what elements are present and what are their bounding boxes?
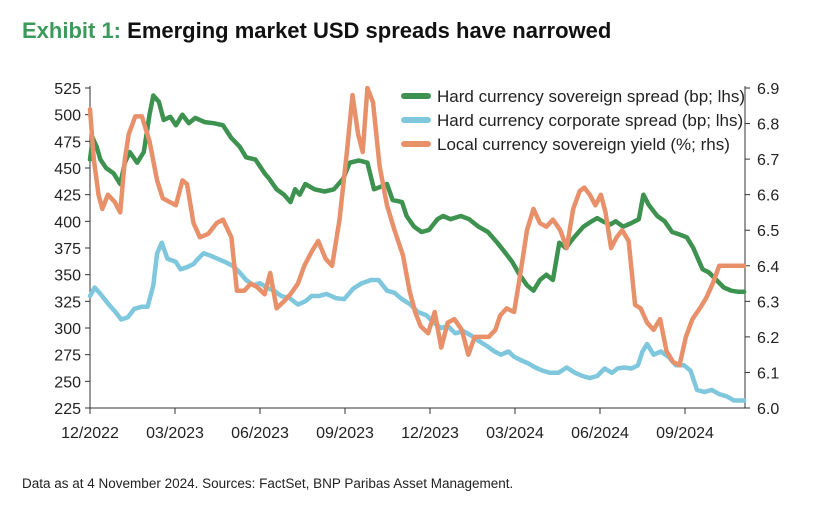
y-left-tick-label: 450 xyxy=(54,161,81,178)
y-left-tick-label: 425 xyxy=(54,188,81,205)
title-text: Emerging market USD spreads have narrowe… xyxy=(127,18,612,43)
y-right-tick-label: 6.2 xyxy=(757,330,779,347)
x-tick-label: 12/2023 xyxy=(401,425,459,442)
legend-label-2: Hard currency corporate spread (bp; lhs) xyxy=(437,111,743,130)
y-left-tick-label: 350 xyxy=(54,268,81,285)
x-tick-label: 03/2023 xyxy=(146,425,204,442)
y-left-tick-label: 475 xyxy=(54,134,81,151)
chart-title: Exhibit 1: Emerging market USD spreads h… xyxy=(22,18,611,44)
series-line-3 xyxy=(87,85,747,368)
y-left-tick-label: 375 xyxy=(54,241,81,258)
y-right-tick-label: 6.8 xyxy=(757,117,779,134)
series-line-1 xyxy=(87,93,747,294)
legend-label-3: Local currency sovereign yield (%; rhs) xyxy=(437,135,730,154)
y-right-tick-label: 6.0 xyxy=(757,401,779,418)
y-left-tick-label: 525 xyxy=(54,81,81,98)
y-right-tick-label: 6.3 xyxy=(757,294,779,311)
exhibit-label: Exhibit 1: xyxy=(22,18,122,43)
x-tick-label: 03/2024 xyxy=(486,425,544,442)
x-tick-label: 06/2023 xyxy=(231,425,289,442)
y-left-tick-label: 275 xyxy=(54,348,81,365)
y-left-tick-label: 400 xyxy=(54,214,81,231)
legend-label-1: Hard currency sovereign spread (bp; lhs) xyxy=(437,87,745,106)
y-right-tick-label: 6.5 xyxy=(757,223,779,240)
x-tick-label: 09/2024 xyxy=(656,425,714,442)
series-line-2 xyxy=(87,240,747,403)
x-tick-label: 12/2022 xyxy=(61,425,119,442)
y-left-tick-label: 225 xyxy=(54,401,81,418)
y-left-tick-label: 325 xyxy=(54,294,81,311)
y-right-tick-label: 6.1 xyxy=(757,365,779,382)
y-left-tick-label: 250 xyxy=(54,374,81,391)
y-right-tick-label: 6.6 xyxy=(757,188,779,205)
y-right-tick-label: 6.4 xyxy=(757,259,779,276)
y-left-tick-label: 300 xyxy=(54,321,81,338)
x-tick-label: 09/2023 xyxy=(316,425,374,442)
x-tick-label: 06/2024 xyxy=(571,425,629,442)
y-left-tick-label: 500 xyxy=(54,108,81,125)
y-right-tick-label: 6.9 xyxy=(757,81,779,98)
source-note: Data as at 4 November 2024. Sources: Fac… xyxy=(22,476,514,491)
y-right-tick-label: 6.7 xyxy=(757,152,779,169)
